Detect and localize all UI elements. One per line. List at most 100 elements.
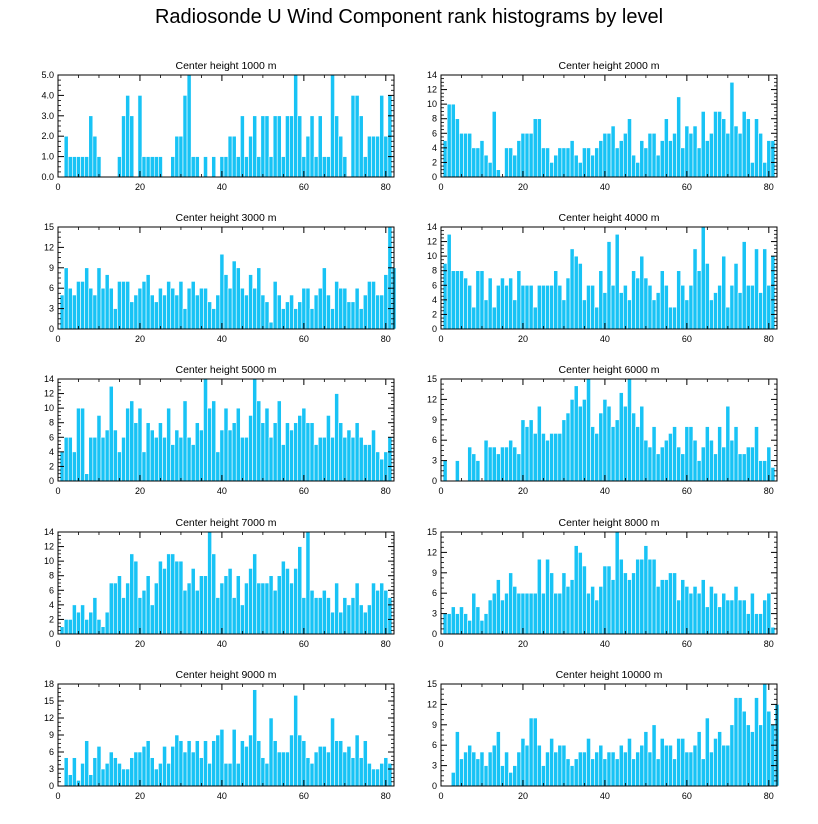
histogram-bar [713,292,718,330]
histogram-bar [762,162,768,178]
histogram-bar [573,154,579,178]
histogram-bar [88,774,94,787]
histogram-bar [223,575,229,635]
histogram-bar [281,751,286,787]
histogram-bar [692,744,698,787]
x-tick-label: 60 [682,639,692,649]
histogram-bar [227,429,233,482]
histogram-bar [590,284,595,330]
histogram-bar [223,156,229,178]
panel-title: Center height 3000 m [176,212,277,224]
histogram-bar [145,422,151,482]
histogram-bar [512,154,518,178]
histogram-bar [371,582,376,635]
histogram-panel: Center height 6000 m 0 3 6 9 12 15 0 20 40 60 80 [427,364,778,496]
histogram-bar [446,103,452,178]
histogram-bar [338,135,344,178]
histogram-bar [745,613,751,635]
histogram-bar [590,758,595,787]
histogram-bar [528,717,534,787]
histogram-bar [647,751,653,787]
histogram-bar [520,132,526,178]
histogram-panel: Center height 3000 m 0 3 6 9 12 15 0 20 40 60 80 [44,212,397,344]
histogram-bar [479,140,485,178]
histogram-bar [350,757,356,787]
figure-title: Radiosonde U Wind Component rank histogr… [154,6,664,28]
histogram-bar [80,156,85,178]
histogram-bar [590,586,595,635]
x-tick-label: 0 [55,639,60,649]
histogram-bar [256,267,262,330]
histogram-bar [219,253,225,330]
histogram-bar [651,724,657,787]
histogram-bar [240,604,245,635]
histogram-bar [346,429,352,482]
histogram-bar [231,422,237,482]
histogram-bar [84,740,90,787]
histogram-bar [354,422,360,482]
histogram-bar [129,757,135,787]
y-tick-label: 14 [427,70,437,80]
histogram-bar [717,731,722,787]
histogram-bar [84,267,90,330]
histogram-bar [549,162,554,178]
histogram-bar [500,446,505,482]
histogram-bar [256,156,262,178]
histogram-bar [508,572,514,635]
histogram-bar [586,147,591,178]
histogram-bar [272,115,278,178]
histogram-bar [252,287,258,330]
y-tick-label: 12 [44,542,54,552]
histogram-bar [362,444,368,482]
histogram-bar [375,768,380,787]
histogram-bar [358,436,364,482]
histogram-bar [63,267,69,330]
histogram-bar [231,729,237,787]
panel-title: Center height 5000 m [176,364,277,376]
histogram-bar [639,558,645,635]
histogram-bar [133,294,139,330]
histogram-bar [741,111,747,178]
x-tick-label: 40 [600,182,610,192]
histogram-bar [721,592,727,635]
histogram-bar [260,422,266,482]
histogram-bar [92,135,98,178]
x-tick-label: 80 [764,334,774,344]
x-tick-label: 0 [438,639,443,649]
histogram-bar [149,757,155,787]
histogram-bar [153,436,159,482]
histogram-bar [190,751,196,787]
y-tick-label: 0 [49,324,54,334]
histogram-bar [524,284,530,330]
histogram-bar [276,115,282,178]
histogram-bar [182,308,188,330]
histogram-bar [174,135,180,178]
histogram-bar [651,299,657,330]
histogram-bar [631,154,636,178]
histogram-bar [672,132,677,178]
histogram-bar [569,579,575,635]
histogram-bar [541,284,546,330]
histogram-bar [285,568,290,635]
histogram-bar [289,115,294,178]
histogram-bar [610,751,616,787]
histogram-bar [487,751,493,787]
histogram-bar [483,613,489,635]
histogram-bar [459,758,464,787]
histogram-bar [565,277,571,330]
histogram-bar [379,294,385,330]
histogram-bar [668,433,673,482]
y-tick-label: 3.0 [41,111,54,121]
histogram-bar [141,451,147,482]
histogram-bar [541,592,546,635]
histogram-bar [655,453,661,482]
histogram-bar [569,399,575,482]
histogram-bar [72,294,77,330]
histogram-bar [721,118,727,178]
histogram-bar [471,147,477,178]
histogram-bar [346,604,352,635]
x-tick-label: 0 [55,791,60,801]
histogram-bar [252,689,258,787]
x-tick-label: 0 [55,486,60,496]
panel-title: Center height 8000 m [559,517,660,529]
